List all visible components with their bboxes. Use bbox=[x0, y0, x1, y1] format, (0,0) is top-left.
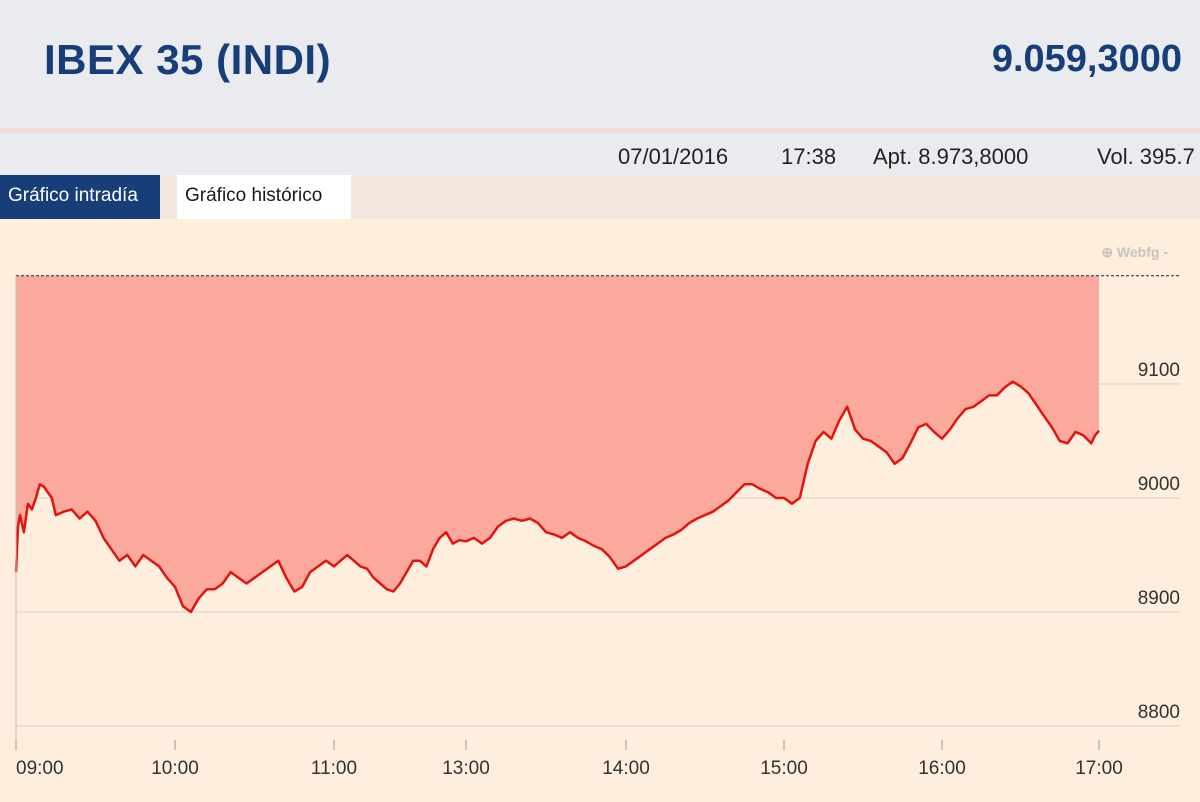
header: IBEX 35 (INDI) 9.059,3000 bbox=[0, 0, 1200, 128]
y-tick-label: 8800 bbox=[1138, 702, 1180, 723]
chart-area: 9100 9000 8900 8800 09:00 10:00 11:00 13:00 14:0… bbox=[0, 219, 1200, 797]
x-tick-label: 13:00 bbox=[442, 758, 490, 779]
tab-historic-chart[interactable]: Gráfico histórico bbox=[177, 175, 351, 219]
series-line bbox=[14, 380, 1100, 614]
x-tick-label: 11:00 bbox=[311, 758, 357, 779]
tab-intraday-chart[interactable]: Gráfico intradía bbox=[0, 175, 160, 219]
x-tick-label: 09:00 bbox=[16, 758, 64, 779]
quote-time: 17:38 bbox=[781, 144, 837, 169]
volume-value: Vol. 395.7 bbox=[1097, 144, 1195, 169]
x-tick-label: 14:00 bbox=[602, 758, 650, 779]
x-tick-label: 17:00 bbox=[1075, 758, 1123, 779]
chart-tabs: Gráfico intradía Gráfico histórico bbox=[0, 175, 1200, 219]
webfg-watermark: ⊕ Webfg - bbox=[1101, 244, 1168, 260]
area-fill bbox=[16, 275, 1099, 612]
y-tick-label: 9000 bbox=[1138, 474, 1180, 495]
x-tick-label: 15:00 bbox=[760, 758, 808, 779]
y-tick-label: 9100 bbox=[1138, 360, 1180, 381]
intraday-chart: 9100 9000 8900 8800 09:00 10:00 11:00 13:00 14:0… bbox=[14, 275, 1180, 779]
quote-date: 07/01/2016 bbox=[618, 144, 729, 169]
x-tick-label: 10:00 bbox=[151, 758, 199, 779]
info-bar: 07/01/2016 17:38 Apt. 8.973,8000 Vol. 39… bbox=[0, 133, 1200, 175]
current-price: 9.059,3000 bbox=[991, 38, 1182, 80]
x-tick-label: 16:00 bbox=[918, 758, 966, 779]
header-divider bbox=[0, 128, 1200, 133]
index-title: IBEX 35 (INDI) bbox=[44, 36, 332, 83]
y-tick-label: 8900 bbox=[1138, 588, 1180, 609]
opening-value: Apt. 8.973,8000 bbox=[873, 144, 1029, 169]
